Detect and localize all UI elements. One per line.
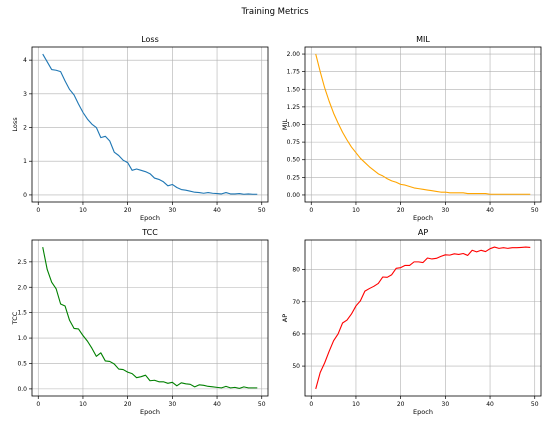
series-line-ap: [315, 246, 531, 390]
y-tick-label: 1.0: [17, 335, 27, 342]
y-tick-label: 1.50: [287, 86, 301, 93]
y-tick-label: 3: [23, 91, 27, 98]
chart-title: TCC: [141, 228, 158, 237]
x-tick-label: 50: [531, 207, 539, 214]
x-tick-label: 0: [36, 401, 40, 408]
x-tick-label: 40: [486, 207, 494, 214]
y-tick-label: 1.5: [17, 310, 27, 317]
x-tick-label: 20: [397, 401, 405, 408]
grid: [32, 240, 268, 396]
y-tick-label: 0.50: [287, 157, 301, 164]
chart-loss: 0 10 20 30 40 50 0 1 2 3 4 Loss Epoch Loss: [11, 35, 269, 222]
x-tick-label: 30: [169, 401, 177, 408]
x-tick-label: 10: [79, 207, 87, 214]
x-tick-label: 50: [258, 401, 266, 408]
y-tick-label: 2.0: [17, 284, 27, 291]
axes-frame: [304, 239, 542, 397]
y-tick-label: 1.75: [287, 69, 301, 76]
axes-frame: [31, 46, 269, 203]
y-tick-label: 4: [23, 57, 27, 64]
chart-tcc: 0 10 20 30 40 50 0.0 0.5 1.0 1.5 2.0 2.5 TCC Epoch TCC: [11, 228, 269, 416]
chart-mil: 0 10 20 30 40 50 0.00 0.25 0.50 0.75 1.00 1.25 1.50 1…: [281, 35, 542, 222]
x-tick-label: 40: [213, 401, 221, 408]
x-tick-label: 20: [124, 401, 132, 408]
y-tick-label: 1: [23, 158, 27, 165]
y-axis-label: TCC: [11, 311, 19, 325]
series-line-loss: [42, 53, 258, 195]
x-axis-label: Epoch: [140, 408, 160, 416]
x-tick-label: 50: [531, 401, 539, 408]
y-tick-label: 60: [292, 331, 300, 338]
y-axis-label: Loss: [11, 117, 19, 132]
x-tick-label: 10: [352, 207, 360, 214]
y-tick-label: 2.00: [287, 51, 301, 58]
grid: [305, 240, 541, 396]
chart-title: Loss: [141, 35, 159, 44]
y-tick-label: 70: [292, 299, 300, 306]
series-line-mil: [315, 53, 531, 195]
x-tick-label: 0: [309, 207, 313, 214]
y-tick-label: 2.5: [17, 259, 27, 266]
y-tick-label: 0.00: [287, 192, 301, 199]
y-axis-label: MIL: [281, 119, 289, 131]
figure-title: Training Metrics: [240, 7, 309, 17]
grid: [32, 47, 268, 202]
x-axis-label: Epoch: [413, 214, 433, 222]
x-tick-label: 20: [397, 207, 405, 214]
y-tick-label: 2: [23, 125, 27, 132]
y-tick-label: 0.0: [17, 386, 27, 393]
grid: [305, 47, 541, 202]
x-tick-label: 10: [352, 401, 360, 408]
chart-ap: 0 10 20 30 40 50 50 60 70 80 AP Epoch AP: [281, 228, 542, 416]
series-line-tcc: [42, 247, 258, 389]
x-tick-label: 40: [486, 401, 494, 408]
y-tick-label: 0.5: [17, 360, 27, 367]
chart-title: MIL: [416, 35, 430, 44]
y-tick-label: 50: [292, 363, 300, 370]
x-tick-label: 30: [169, 207, 177, 214]
x-tick-label: 30: [442, 401, 450, 408]
chart-title: AP: [418, 228, 428, 237]
x-tick-label: 10: [79, 401, 87, 408]
x-axis-label: Epoch: [140, 214, 160, 222]
x-tick-label: 0: [36, 207, 40, 214]
axes-frame: [31, 239, 269, 397]
x-tick-label: 50: [258, 207, 266, 214]
x-axis-label: Epoch: [413, 408, 433, 416]
y-tick-label: 0: [23, 192, 27, 199]
x-tick-label: 0: [309, 401, 313, 408]
y-tick-label: 0.75: [287, 139, 301, 146]
x-tick-label: 40: [213, 207, 221, 214]
x-tick-label: 20: [124, 207, 132, 214]
y-axis-label: AP: [281, 314, 289, 322]
y-tick-label: 0.25: [287, 174, 301, 181]
y-tick-label: 80: [292, 267, 300, 274]
y-tick-label: 1.00: [287, 122, 301, 129]
x-tick-label: 30: [442, 207, 450, 214]
y-tick-label: 1.25: [287, 104, 301, 111]
